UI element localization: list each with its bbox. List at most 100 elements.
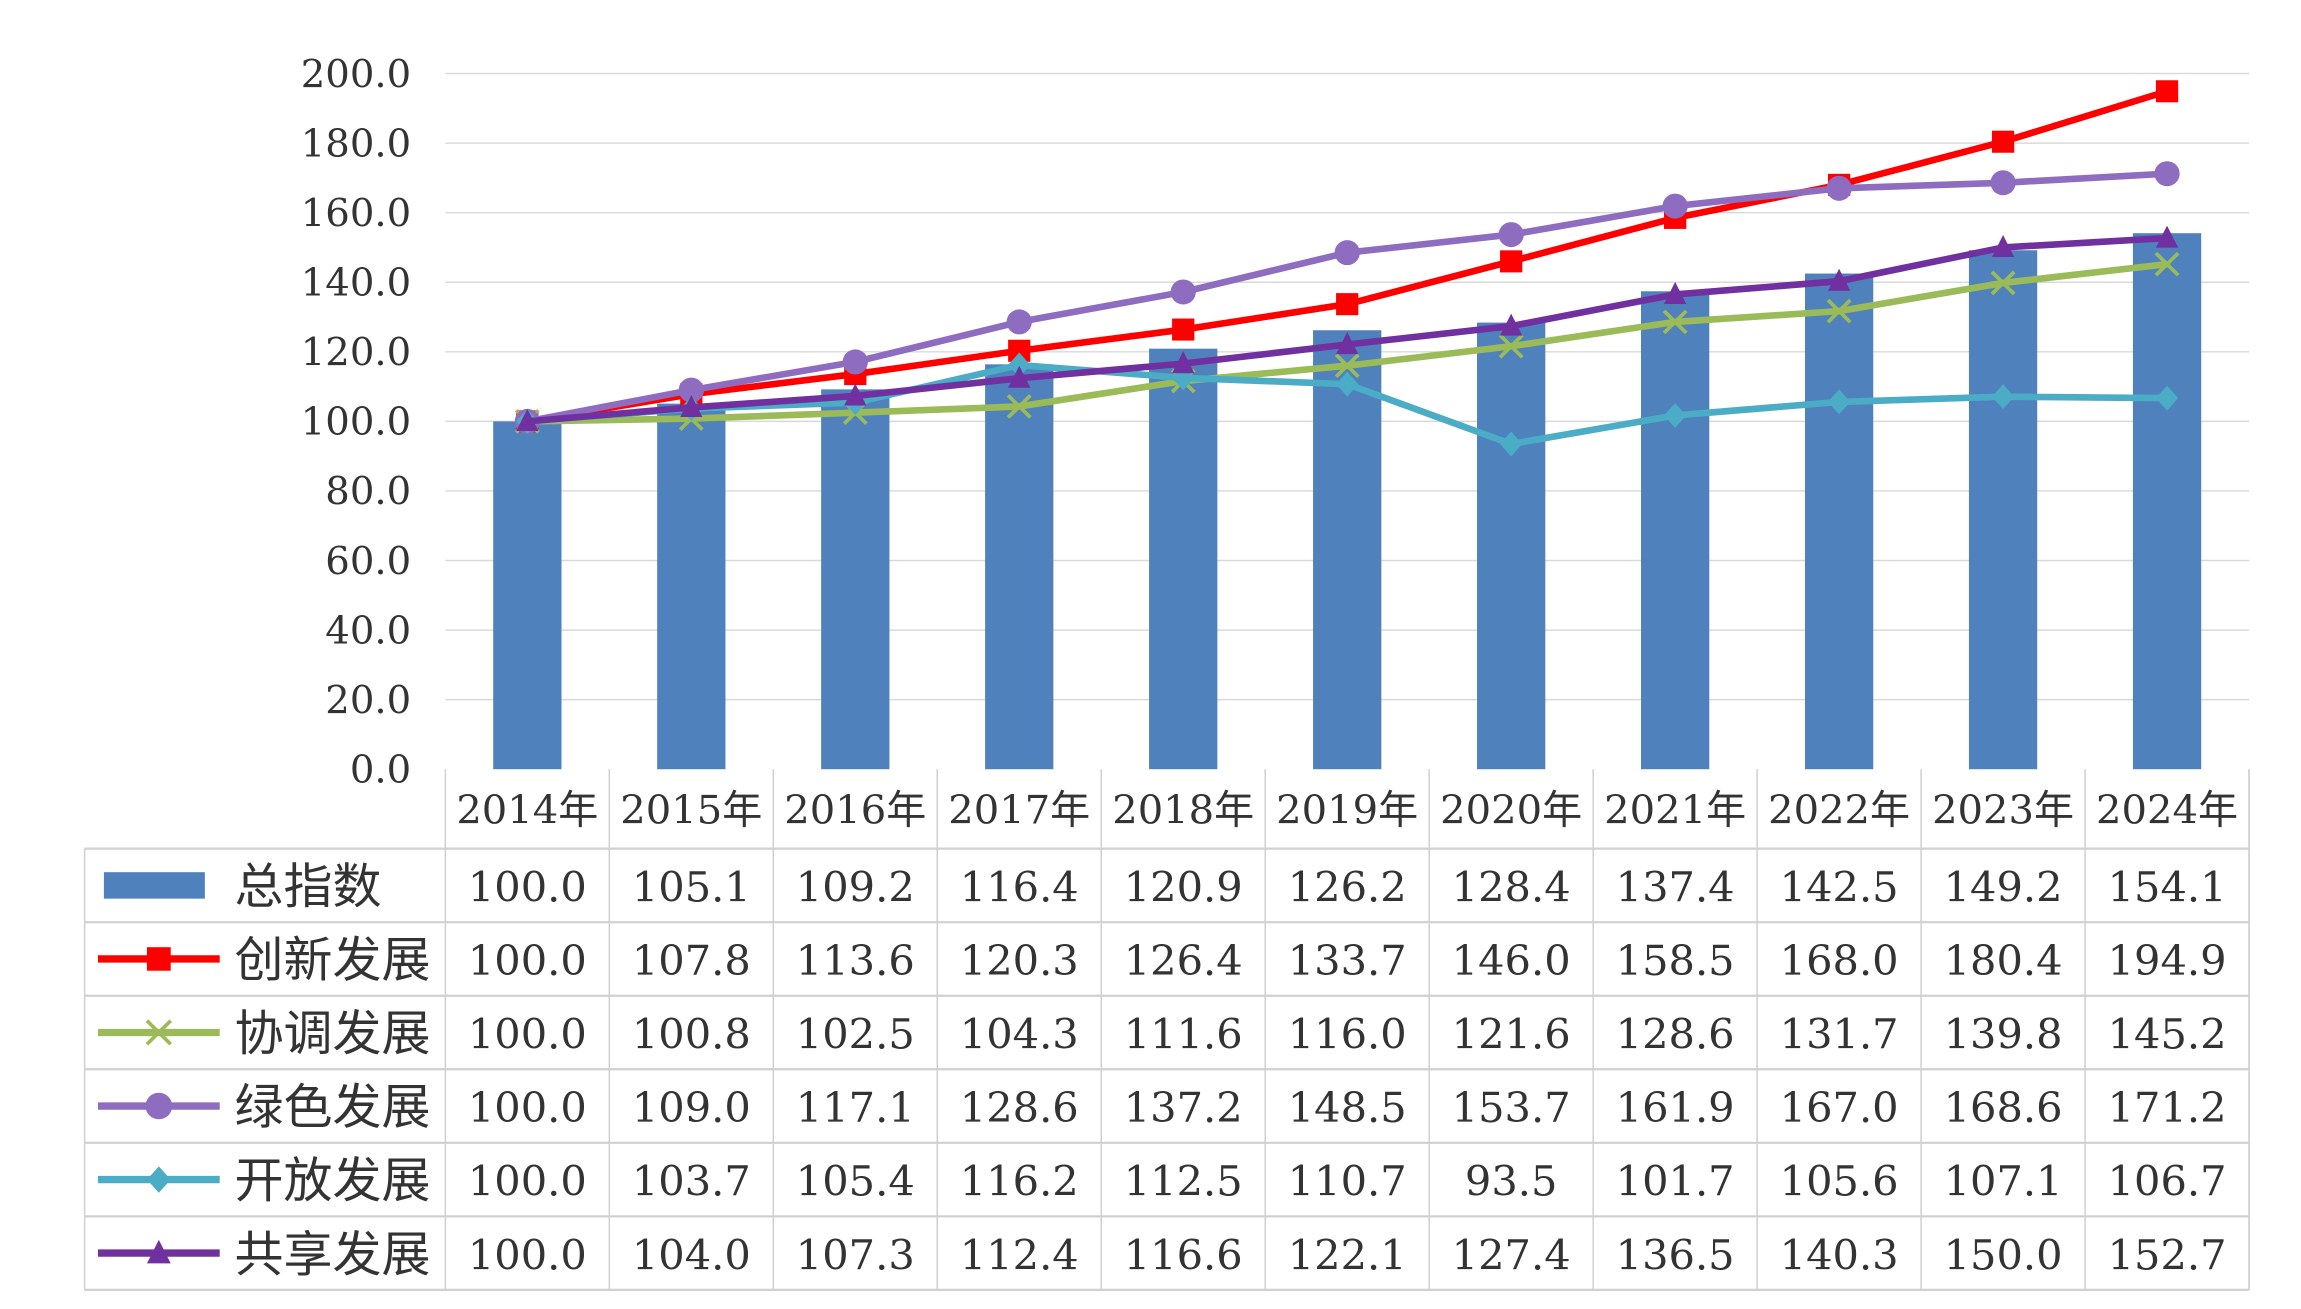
data-label: 126.2 (1288, 864, 1407, 912)
y-tick-label: 180.0 (301, 122, 411, 167)
marker-square (146, 947, 171, 971)
data-label: 112.4 (960, 1231, 1079, 1279)
x-tick-label: 2024年 (2096, 788, 2238, 834)
legend-key (97, 1239, 220, 1264)
data-label: 109.0 (632, 1084, 751, 1132)
data-label: 100.0 (468, 937, 587, 985)
marker-square (1500, 250, 1523, 273)
x-tick-label: 2015年 (620, 788, 762, 834)
marker-x (1826, 298, 1852, 324)
legend-label: 创新发展 (235, 933, 431, 989)
marker-x (145, 1019, 173, 1046)
y-tick-label: 20.0 (325, 678, 411, 723)
marker-square (1172, 318, 1195, 341)
data-label: 117.1 (796, 1084, 915, 1132)
data-label: 194.9 (2108, 937, 2227, 985)
data-label: 107.8 (632, 937, 751, 985)
bar (1149, 348, 1218, 770)
marker-circle (1990, 170, 2016, 196)
data-label: 139.8 (1944, 1011, 2063, 1059)
bar (1640, 291, 1710, 770)
marker-triangle (1664, 281, 1687, 304)
marker-triangle (844, 383, 867, 406)
marker-x (1498, 333, 1524, 359)
data-label: 128.4 (1452, 864, 1571, 912)
data-label: 137.2 (1124, 1084, 1243, 1132)
data-label: 168.0 (1780, 937, 1899, 985)
marker-circle (678, 377, 704, 403)
marker-circle (1826, 175, 1852, 201)
x-tick-label: 2014年 (456, 788, 598, 834)
marker-circle (1498, 222, 1524, 248)
data-label: 105.4 (796, 1158, 915, 1206)
data-label: 153.7 (1452, 1084, 1571, 1132)
legend-key (97, 1019, 220, 1046)
data-label: 107.3 (796, 1231, 915, 1279)
x-tick-label: 2019年 (1276, 788, 1418, 834)
data-label: 116.4 (960, 864, 1079, 912)
data-label: 111.6 (1124, 1011, 1243, 1059)
bar (657, 403, 726, 770)
data-label: 100.0 (468, 864, 587, 912)
data-label: 121.6 (1452, 1011, 1571, 1059)
data-label: 116.2 (960, 1158, 1079, 1206)
marker-triangle (1008, 365, 1031, 388)
x-tick-label: 2017年 (948, 788, 1090, 834)
data-label: 102.5 (796, 1011, 915, 1059)
data-label: 104.0 (632, 1231, 751, 1279)
data-label: 167.0 (1780, 1084, 1899, 1132)
data-label: 133.7 (1288, 937, 1407, 985)
legend-key (103, 872, 205, 899)
data-label: 126.4 (1124, 937, 1243, 985)
marker-circle (1334, 240, 1360, 266)
marker-diamond (1991, 384, 2015, 410)
legend-label: 开放发展 (235, 1153, 431, 1209)
data-label: 103.7 (632, 1158, 751, 1206)
data-label: 152.7 (2108, 1231, 2227, 1279)
y-tick-label: 160.0 (301, 191, 411, 236)
marker-diamond (1664, 402, 1687, 428)
y-tick-label: 200.0 (301, 52, 411, 97)
data-label: 148.5 (1288, 1084, 1407, 1132)
x-tick-label: 2021年 (1604, 788, 1746, 834)
legend-key (97, 1092, 220, 1120)
marker-x (1006, 394, 1032, 419)
marker-square (1991, 130, 2015, 153)
marker-circle (1662, 193, 1688, 219)
series-lines (514, 80, 2180, 457)
data-table: 2014年 2015年 2016年 2017年 2018年 2019年 2020年 2021年… (83, 769, 2250, 1291)
data-label: 100.0 (468, 1231, 587, 1279)
data-label: 180.4 (1944, 937, 2063, 985)
data-label: 137.4 (1616, 864, 1735, 912)
x-tick-label: 2020年 (1440, 788, 1582, 834)
data-label: 171.2 (2108, 1084, 2227, 1132)
data-label: 109.2 (796, 864, 915, 912)
marker-diamond (2155, 385, 2179, 411)
data-label: 150.0 (1944, 1231, 2063, 1279)
data-label: 142.5 (1780, 864, 1899, 912)
y-tick-label: 40.0 (325, 608, 411, 653)
bars (493, 233, 2202, 770)
data-label: 145.2 (2108, 1011, 2227, 1059)
marker-triangle (680, 394, 703, 418)
x-tick-label: 2018年 (1112, 788, 1254, 834)
data-label: 100.0 (468, 1084, 587, 1132)
legend-key (97, 947, 220, 971)
data-label: 101.7 (1616, 1158, 1735, 1206)
y-tick-label: 80.0 (325, 469, 411, 514)
data-label: 158.5 (1616, 937, 1735, 985)
legend-key (97, 1166, 220, 1193)
data-label: 149.2 (1944, 864, 2063, 912)
legend-label: 协调发展 (235, 1006, 431, 1062)
data-label: 161.9 (1616, 1084, 1735, 1132)
data-label: 104.3 (960, 1011, 1079, 1059)
x-tick-label: 2016年 (784, 788, 926, 834)
legend-swatch (103, 872, 205, 899)
bar (1477, 322, 1546, 770)
data-label: 128.6 (1616, 1011, 1735, 1059)
data-label: 120.3 (960, 937, 1079, 985)
data-label: 105.1 (632, 864, 751, 912)
marker-diamond (1500, 431, 1523, 457)
marker-x (1990, 270, 2016, 296)
